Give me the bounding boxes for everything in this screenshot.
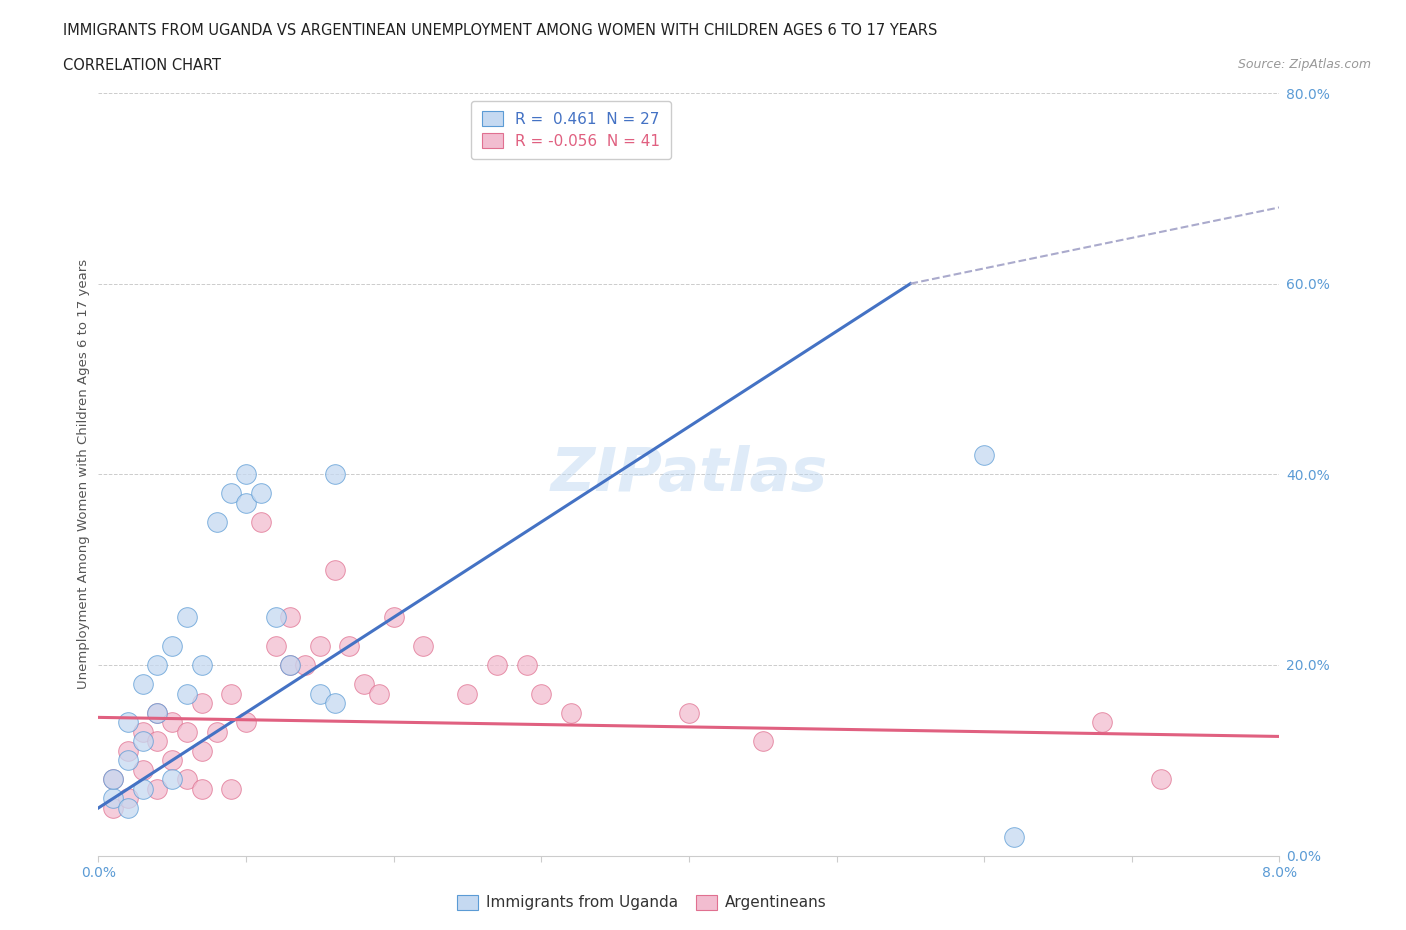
Point <box>191 658 214 672</box>
Point <box>176 724 198 739</box>
Point <box>485 658 508 672</box>
Point <box>264 610 287 625</box>
Point <box>337 639 360 654</box>
Point <box>219 486 242 501</box>
Point <box>146 705 169 720</box>
Point <box>117 743 139 758</box>
Point <box>367 686 389 701</box>
Point <box>678 705 700 720</box>
Point <box>103 772 124 787</box>
Point <box>515 658 537 672</box>
Point <box>323 562 346 577</box>
Point <box>1002 830 1025 844</box>
Point <box>146 734 169 749</box>
Point <box>1091 714 1114 729</box>
Point <box>176 686 198 701</box>
Point <box>132 781 155 796</box>
Point <box>103 772 124 787</box>
Point <box>219 781 242 796</box>
Point <box>176 772 198 787</box>
Y-axis label: Unemployment Among Women with Children Ages 6 to 17 years: Unemployment Among Women with Children A… <box>77 259 90 689</box>
Point <box>103 790 124 805</box>
Point <box>191 743 214 758</box>
Text: CORRELATION CHART: CORRELATION CHART <box>63 58 221 73</box>
Point <box>235 496 257 511</box>
Point <box>382 610 405 625</box>
Point <box>162 772 183 787</box>
Point <box>250 514 273 529</box>
Point <box>205 724 228 739</box>
Point <box>250 486 273 501</box>
Text: Source: ZipAtlas.com: Source: ZipAtlas.com <box>1237 58 1371 71</box>
Point <box>560 705 582 720</box>
Point <box>308 686 332 701</box>
Point <box>235 714 257 729</box>
Point <box>191 781 214 796</box>
Point <box>1150 772 1173 787</box>
Point <box>117 801 139 816</box>
Point <box>146 705 169 720</box>
Text: IMMIGRANTS FROM UGANDA VS ARGENTINEAN UNEMPLOYMENT AMONG WOMEN WITH CHILDREN AGE: IMMIGRANTS FROM UGANDA VS ARGENTINEAN UN… <box>63 23 938 38</box>
Point <box>412 639 434 654</box>
Point <box>162 714 183 729</box>
Point <box>205 514 228 529</box>
Point <box>191 696 214 711</box>
Point <box>132 677 155 692</box>
Point <box>278 658 301 672</box>
Point <box>323 696 346 711</box>
Point <box>162 639 183 654</box>
Point <box>176 610 198 625</box>
Point <box>278 610 301 625</box>
Point <box>132 734 155 749</box>
Point <box>146 781 169 796</box>
Legend: Immigrants from Uganda, Argentineans: Immigrants from Uganda, Argentineans <box>450 889 832 917</box>
Point <box>456 686 478 701</box>
Point <box>308 639 332 654</box>
Point <box>323 467 346 482</box>
Point <box>751 734 773 749</box>
Point <box>353 677 375 692</box>
Point <box>117 753 139 768</box>
Point <box>264 639 287 654</box>
Point <box>973 448 995 463</box>
Point <box>132 763 155 777</box>
Point <box>146 658 169 672</box>
Point <box>117 714 139 729</box>
Point <box>294 658 316 672</box>
Point <box>162 753 183 768</box>
Point <box>235 467 257 482</box>
Point <box>219 686 242 701</box>
Point <box>132 724 155 739</box>
Point <box>103 801 124 816</box>
Text: ZIPatlas: ZIPatlas <box>550 445 828 504</box>
Point <box>278 658 301 672</box>
Point <box>530 686 553 701</box>
Point <box>117 790 139 805</box>
